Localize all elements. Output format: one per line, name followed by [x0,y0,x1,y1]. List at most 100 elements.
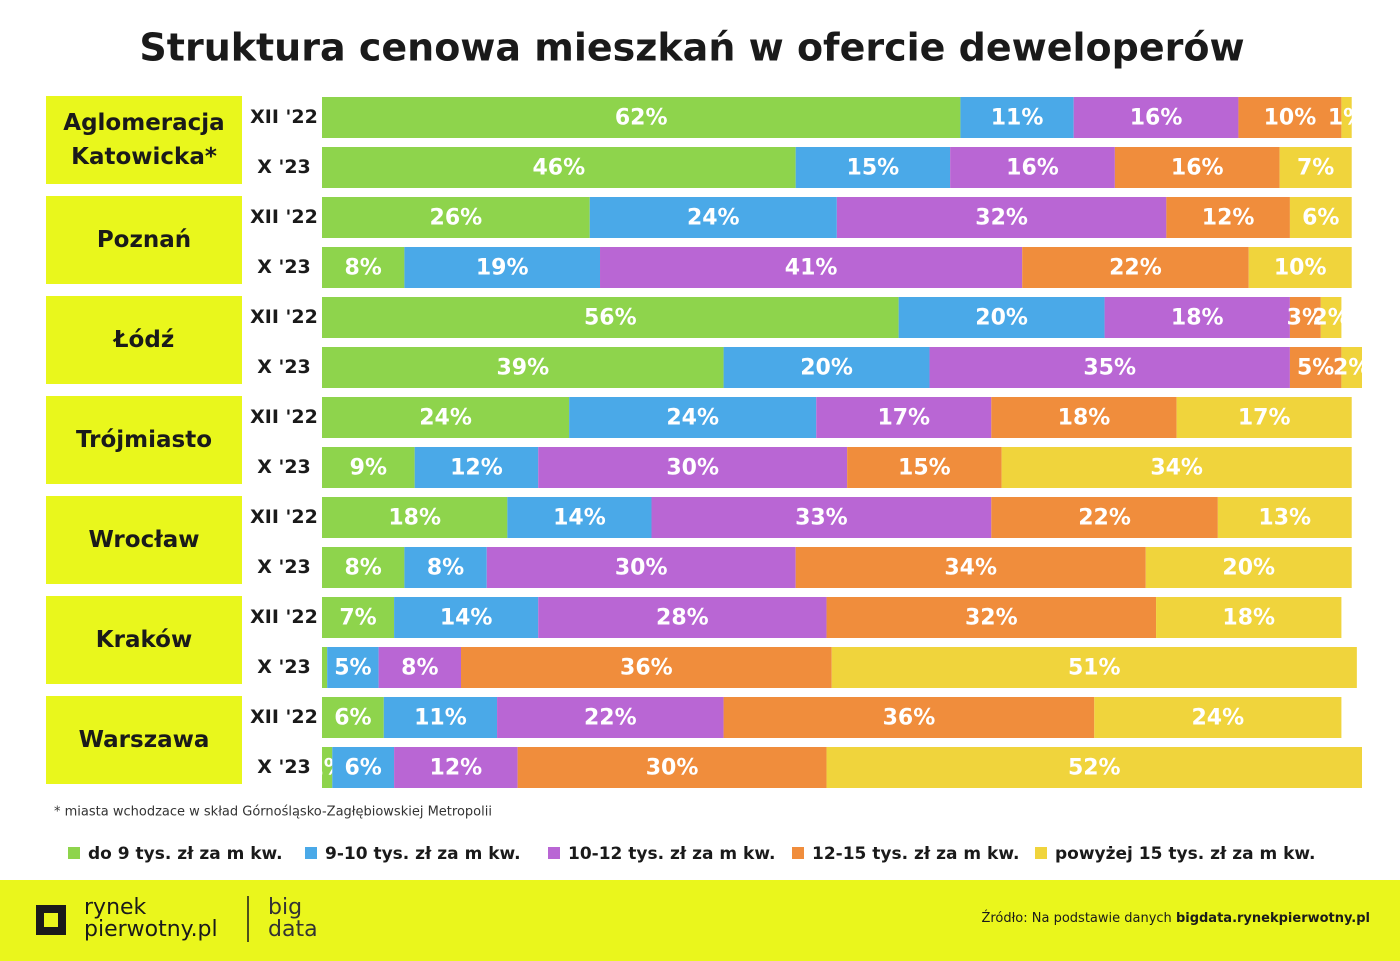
value-label: 51% [1068,656,1121,681]
source-text: Źródło: Na podstawie danych [981,910,1176,926]
bar-segment [497,697,724,738]
bar-segment [826,597,1157,638]
value-label: 11% [991,106,1044,131]
value-label: 14% [440,606,493,631]
value-label: 19% [476,256,529,281]
bar-segment [816,397,992,438]
value-label: 7% [339,606,376,631]
bar-segment [898,297,1105,338]
city-label: Kraków [46,596,242,684]
value-label: 34% [1150,456,1203,481]
bar-segment [831,647,1357,688]
bar-segment [1156,597,1342,638]
bar-segment [960,97,1074,138]
bar-segment [1166,197,1290,238]
bar-segment [538,447,848,488]
value-label: 8% [401,656,438,681]
value-label: 10% [1264,106,1317,131]
value-label: 8% [345,556,382,581]
value-label: 5% [1297,356,1334,381]
period-label: X '23 [257,356,311,378]
value-label: 24% [666,406,719,431]
value-label: 22% [584,706,637,731]
period-label: XII '22 [250,706,318,728]
bar-segment [847,447,1002,488]
period-label: X '23 [257,556,311,578]
legend-label: 9-10 tys. zł za m kw. [325,844,521,864]
bar-segment [507,497,652,538]
bar-segment [929,347,1290,388]
value-label: 30% [666,456,719,481]
bar-segment [1341,97,1352,138]
value-label: 18% [1058,406,1111,431]
logo-text: big [268,895,302,920]
legend-label: 12-15 tys. zł za m kw. [812,844,1019,864]
value-label: 26% [430,206,483,231]
footnote: * miasta wchodzace w skład Górnośląsko-Z… [54,805,492,820]
period-label: X '23 [257,256,311,278]
period-label: XII '22 [250,106,318,128]
bar-segment [1094,697,1342,738]
bar-segment [1289,197,1352,238]
bar-segment [795,547,1146,588]
value-label: 20% [1222,556,1275,581]
value-label: 18% [1222,606,1275,631]
value-label: 11% [414,706,467,731]
value-label: 36% [620,656,673,681]
bar-segment [517,747,827,788]
bar-segment [383,697,498,738]
city-label: Trójmiasto [46,396,242,484]
value-label: 13% [1258,506,1311,531]
bar-segment [322,447,415,488]
bar-segment [1289,347,1342,388]
bar-segment [1001,447,1352,488]
bar-segment [404,547,487,588]
bar-segment [1176,397,1352,438]
value-label: 46% [532,156,585,181]
bar-segment [589,197,837,238]
city-label: Poznań [46,196,242,284]
bar-segment [322,647,328,688]
bar-segment [1114,147,1280,188]
bar-segment [651,497,992,538]
bar-segment [1238,97,1342,138]
logo-text: pierwotny.pl [84,917,218,942]
bar-segment [322,497,508,538]
bar-segment [723,347,930,388]
value-label: 7% [1297,156,1334,181]
period-label: XII '22 [250,606,318,628]
legend-swatch [68,847,80,859]
value-label: 39% [496,356,549,381]
bar-segment [1341,347,1362,388]
city-label: Aglomeracja Katowicka* [46,96,242,184]
chart-title: Struktura cenowa mieszkań w ofercie dewe… [139,26,1244,70]
value-label: 41% [785,256,838,281]
bar-segment [322,297,899,338]
legend-label: 10-12 tys. zł za m kw. [568,844,775,864]
bar-segment [322,697,384,738]
bar-segment [327,647,379,688]
period-label: XII '22 [250,206,318,228]
value-label: 36% [883,706,936,731]
bar-segment [1320,297,1342,338]
bar-segment [1217,497,1352,538]
bar-segment [322,247,405,288]
value-label: 6% [334,706,371,731]
value-label: 56% [584,306,637,331]
bar-segment [538,597,827,638]
bar-segment [394,597,539,638]
value-label: 35% [1083,356,1136,381]
legend-swatch [548,847,560,859]
bar-segment [322,747,333,788]
logo-icon [36,905,66,935]
value-label: 16% [1006,156,1059,181]
value-label: 16% [1171,156,1224,181]
bar-segment [414,447,539,488]
period-label: X '23 [257,156,311,178]
period-label: XII '22 [250,306,318,328]
source: Źródło: Na podstawie danych bigdata.ryne… [981,910,1370,926]
footer-band [0,880,1400,961]
value-label: 22% [1109,256,1162,281]
